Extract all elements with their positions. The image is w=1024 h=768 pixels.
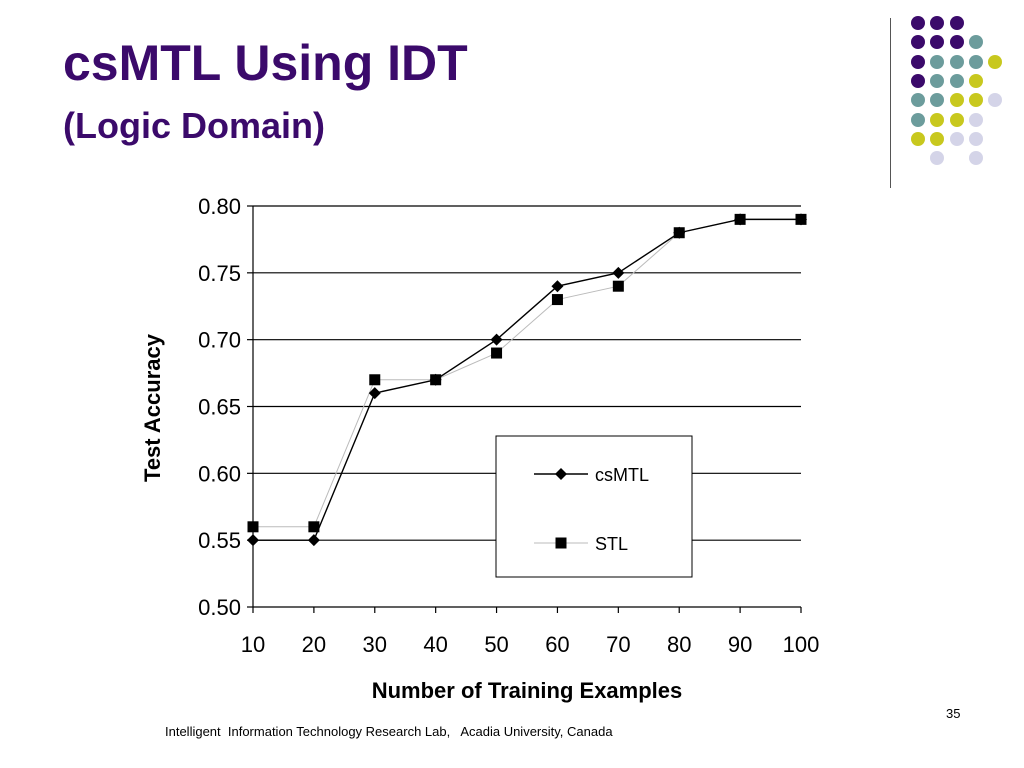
data-point-stl (612, 280, 624, 292)
slide-subtitle: (Logic Domain) (63, 105, 325, 146)
chart-series (247, 213, 807, 547)
data-point-csmtl (307, 534, 320, 547)
decor-dot-purple (911, 73, 925, 88)
x-tick-label: 40 (423, 632, 447, 657)
y-tick-label: 0.65 (198, 395, 241, 420)
x-tick-label: 70 (606, 632, 630, 657)
decor-dot-lavender (968, 151, 983, 166)
data-point-csmtl (673, 226, 686, 239)
decor-dot-teal (968, 35, 983, 50)
decor-dot-yellow (949, 112, 964, 127)
data-point-stl (491, 347, 503, 359)
decor-dot-yellow (930, 112, 945, 127)
data-point-stl (551, 294, 563, 306)
legend-box (495, 435, 693, 578)
legend-marker-stl (555, 537, 567, 549)
legend-marker-csmtl (555, 468, 567, 480)
decor-dot-teal (930, 73, 945, 88)
y-tick-label: 0.55 (198, 528, 241, 553)
y-tick-label: 0.80 (198, 194, 241, 219)
chart-legend: csMTL STL (495, 435, 693, 578)
chart-axes: 0.50 0.55 0.60 0.65 0.70 0.75 0.80 10 20 30 40 50 60… (198, 194, 819, 657)
data-point-csmtl (551, 280, 564, 293)
legend-label-csmtl: csMTL (595, 465, 649, 485)
decor-dot-yellow (988, 54, 1003, 69)
x-tick-label: 10 (241, 632, 265, 657)
y-tick-label: 0.70 (198, 328, 241, 353)
data-point-csmtl (490, 333, 503, 346)
x-tick-label: 100 (783, 632, 820, 657)
data-point-stl (247, 521, 259, 533)
decor-dot-yellow (911, 131, 925, 146)
decor-dot-yellow (930, 131, 945, 146)
decor-dot-lavender (988, 93, 1003, 108)
decor-dot-purple (949, 16, 964, 30)
data-point-stl (369, 374, 381, 386)
data-point-stl (308, 521, 320, 533)
x-tick-label: 90 (728, 632, 752, 657)
legend-label-stl: STL (595, 534, 628, 554)
decor-dot-purple (930, 35, 945, 50)
decor-dot-purple (911, 54, 925, 69)
data-point-csmtl (368, 387, 381, 400)
series-line-csmtl (253, 218, 801, 541)
x-tick-label: 60 (545, 632, 569, 657)
x-tick-label: 20 (302, 632, 326, 657)
y-axis-label: Test Accuracy (140, 333, 165, 482)
decor-dot-yellow (968, 73, 983, 88)
slide-title: csMTL Using IDT (63, 35, 468, 91)
decor-dot-teal (930, 54, 945, 69)
decor-dot-purple (911, 16, 925, 30)
slide-footer: Intelligent Information Technology Resea… (165, 724, 613, 739)
page-number: 35 (946, 706, 961, 721)
y-tick-label: 0.75 (198, 261, 241, 286)
series-csmtl (247, 213, 807, 547)
x-axis-label: Number of Training Examples (372, 678, 683, 703)
y-tick-label: 0.50 (198, 595, 241, 620)
decor-dot-purple (949, 35, 964, 50)
decor-dot-lavender (968, 112, 983, 127)
decor-dot-yellow (968, 93, 983, 108)
data-point-csmtl (247, 534, 259, 547)
decor-dot-teal (949, 73, 964, 88)
decor-dot-teal (949, 54, 964, 69)
decor-dot-teal (930, 93, 945, 108)
decor-dot-purple (930, 16, 945, 30)
data-point-csmtl (734, 213, 747, 226)
x-tick-label: 30 (363, 632, 387, 657)
decor-dot-teal (911, 112, 925, 127)
data-point-csmtl (795, 213, 807, 226)
decor-dot-purple (911, 35, 925, 50)
x-tick-label: 80 (667, 632, 691, 657)
decor-dot-yellow (949, 93, 964, 108)
y-tick-label: 0.60 (198, 461, 241, 486)
data-point-csmtl (429, 373, 442, 386)
decor-dot-lavender (949, 131, 964, 146)
data-point-csmtl (612, 266, 625, 279)
decor-dot-lavender (968, 131, 983, 146)
decor-dot-teal (968, 54, 983, 69)
decorative-divider (890, 18, 891, 188)
x-tick-label: 50 (484, 632, 508, 657)
decor-dot-lavender (930, 151, 945, 166)
decor-dot-teal (911, 93, 925, 108)
